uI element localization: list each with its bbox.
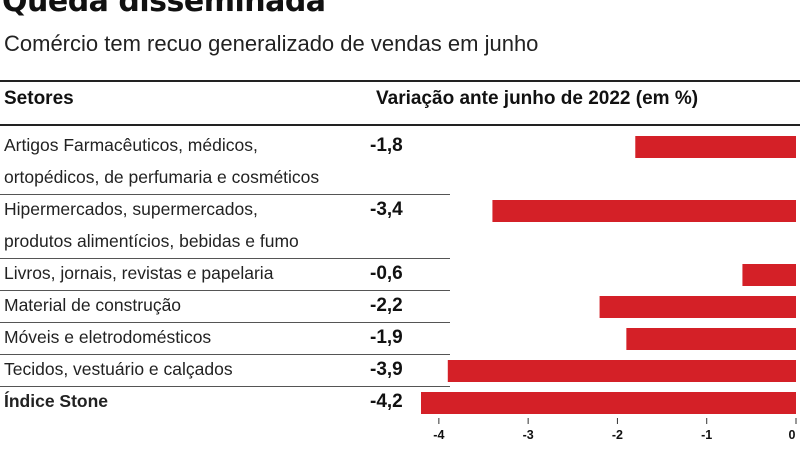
row-separator: [0, 290, 360, 291]
data-label: -1,9: [370, 327, 403, 348]
chart-title: Queda disseminada: [2, 0, 326, 19]
header-top-rule: [0, 80, 800, 82]
row-separator: [360, 386, 450, 387]
bar: [421, 392, 796, 414]
x-tick-label: -4: [433, 428, 444, 442]
row-separator: [360, 322, 450, 323]
data-label: -1,8: [370, 135, 403, 156]
bar: [447, 360, 796, 382]
category-label: produtos alimentícios, bebidas e fumo: [4, 231, 299, 251]
category-label: Material de construção: [4, 295, 182, 315]
row-separator: [0, 258, 360, 259]
data-label: -3,9: [370, 359, 403, 380]
bar: [599, 296, 796, 318]
row-separator: [360, 290, 450, 291]
row-separator: [0, 386, 360, 387]
x-tick-label: 0: [789, 428, 796, 442]
bar: [626, 328, 796, 350]
x-tick-label: -1: [701, 428, 712, 442]
chart-subtitle: Comércio tem recuo generalizado de venda…: [4, 31, 539, 56]
category-label: Tecidos, vestuário e calçados: [4, 359, 233, 379]
data-label: -4,2: [370, 391, 403, 412]
bar: [742, 264, 796, 286]
bar: [635, 136, 796, 158]
data-label: -0,6: [370, 263, 403, 284]
bars-group: [421, 136, 796, 414]
category-label: ortopédicos, de perfumaria e cosméticos: [4, 167, 320, 187]
bar: [492, 200, 796, 222]
category-label: Móveis e eletrodomésticos: [4, 327, 212, 347]
row-separator: [0, 322, 360, 323]
data-label: -2,2: [370, 295, 403, 316]
x-tick-label: -2: [612, 428, 623, 442]
x-tick-label: -3: [523, 428, 534, 442]
category-label: Hipermercados, supermercados,: [4, 199, 258, 219]
row-separator: [0, 354, 360, 355]
data-label: -3,4: [370, 199, 403, 220]
category-label: Índice Stone: [4, 391, 109, 411]
row-separator: [360, 354, 450, 355]
header-bottom-rule: [0, 124, 800, 126]
x-axis: -4 -3 -2 -1 0: [433, 418, 797, 442]
category-label: Artigos Farmacêuticos, médicos,: [4, 135, 258, 155]
row-separator: [360, 258, 450, 259]
row-separator: [0, 194, 360, 195]
category-label: Livros, jornais, revistas e papelaria: [4, 263, 274, 283]
row-separator: [360, 194, 450, 195]
column-header-sectors: Setores: [4, 88, 74, 109]
column-header-variation: Variação ante junho de 2022 (em %): [376, 88, 699, 109]
